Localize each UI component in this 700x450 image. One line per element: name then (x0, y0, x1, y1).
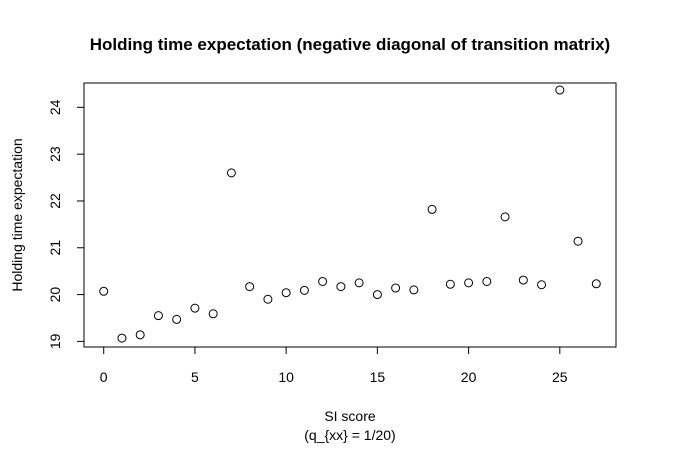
data-point (409, 285, 419, 295)
data-point (117, 333, 127, 343)
data-point (318, 276, 328, 286)
y-tick-label: 22 (47, 193, 63, 209)
data-point (573, 236, 583, 246)
data-point (208, 309, 218, 319)
data-points (99, 85, 601, 343)
plot-frame (83, 82, 617, 348)
y-tick-label: 19 (47, 333, 63, 349)
y-tick-label: 23 (47, 146, 63, 162)
x-tick-label: 10 (278, 369, 294, 385)
data-point (372, 290, 382, 300)
data-point (354, 278, 364, 288)
data-point (391, 283, 401, 293)
data-point (591, 279, 601, 289)
x-axis-sublabel: (q_{xx} = 1/20) (304, 427, 395, 443)
x-tick-label: 25 (552, 369, 568, 385)
y-tick-label: 24 (47, 99, 63, 115)
data-point (518, 275, 528, 285)
data-point (336, 282, 346, 292)
data-point (263, 294, 273, 304)
data-point (226, 168, 236, 178)
x-tick-label: 20 (461, 369, 477, 385)
data-point (172, 314, 182, 324)
data-point (99, 286, 109, 296)
x-tick-label: 5 (191, 369, 199, 385)
data-point (500, 212, 510, 222)
data-point (245, 282, 255, 292)
x-tick-label: 0 (100, 369, 108, 385)
data-point (281, 288, 291, 298)
x-tick-label: 15 (370, 369, 386, 385)
data-point (555, 85, 565, 95)
data-point (153, 311, 163, 321)
data-point (464, 278, 474, 288)
data-point (537, 280, 547, 290)
data-point (427, 204, 437, 214)
x-axis-label: SI score (324, 408, 376, 424)
chart-title: Holding time expectation (negative diago… (90, 35, 610, 54)
y-tick-label: 20 (47, 287, 63, 303)
y-axis-label: Holding time expectation (9, 138, 25, 291)
y-axis: 19 20 21 22 23 24 (47, 99, 85, 349)
x-axis: 0 5 10 15 20 25 (100, 346, 568, 385)
data-point (482, 276, 492, 286)
data-point (299, 285, 309, 295)
data-point (445, 279, 455, 289)
y-tick-label: 21 (47, 240, 63, 256)
data-point (135, 330, 145, 340)
data-point (190, 303, 200, 313)
